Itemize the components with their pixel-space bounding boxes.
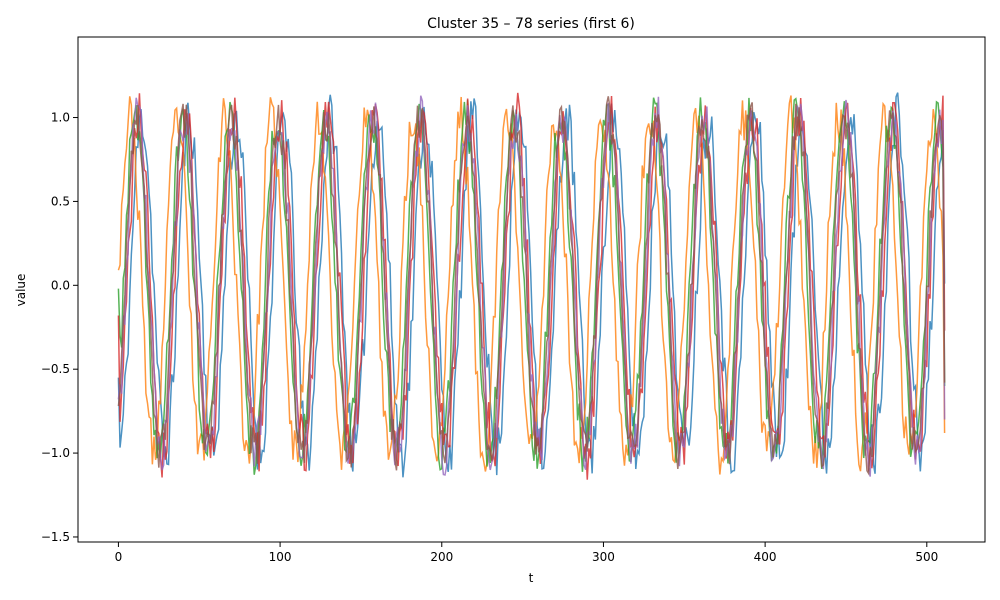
x-tick-label: 400 bbox=[754, 550, 777, 564]
x-tick-label: 300 bbox=[592, 550, 615, 564]
x-tick-label: 100 bbox=[269, 550, 292, 564]
y-tick-label: −1.0 bbox=[41, 446, 70, 460]
y-tick-label: −1.5 bbox=[41, 530, 70, 544]
y-tick-label: 0.5 bbox=[51, 194, 70, 208]
series-line-3 bbox=[117, 97, 946, 475]
y-tick-label: −0.5 bbox=[41, 362, 70, 376]
y-tick-label: 0.0 bbox=[51, 278, 70, 292]
chart-title: Cluster 35 – 78 series (first 6) bbox=[427, 16, 635, 32]
series-layer bbox=[117, 92, 946, 480]
y-axis-label: value bbox=[14, 274, 28, 307]
x-tick-label: 500 bbox=[915, 550, 938, 564]
series-line-6 bbox=[117, 96, 946, 476]
y-axis: −1.5 −1.0 −0.5 0.0 0.5 1.0 bbox=[41, 111, 78, 544]
x-tick-label: 0 bbox=[115, 550, 123, 564]
x-axis-label: t bbox=[529, 571, 534, 585]
x-axis: 0 100 200 300 400 500 bbox=[115, 542, 938, 564]
x-tick-label: 200 bbox=[430, 550, 453, 564]
y-tick-label: 1.0 bbox=[51, 111, 70, 125]
plot-frame bbox=[77, 36, 986, 543]
